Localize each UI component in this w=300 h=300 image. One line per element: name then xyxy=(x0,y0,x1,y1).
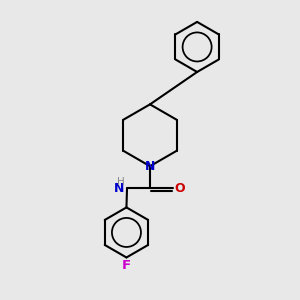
Text: H: H xyxy=(117,177,125,187)
Text: O: O xyxy=(174,182,185,195)
Text: N: N xyxy=(114,182,125,195)
Text: F: F xyxy=(122,259,131,272)
Text: N: N xyxy=(145,160,155,173)
